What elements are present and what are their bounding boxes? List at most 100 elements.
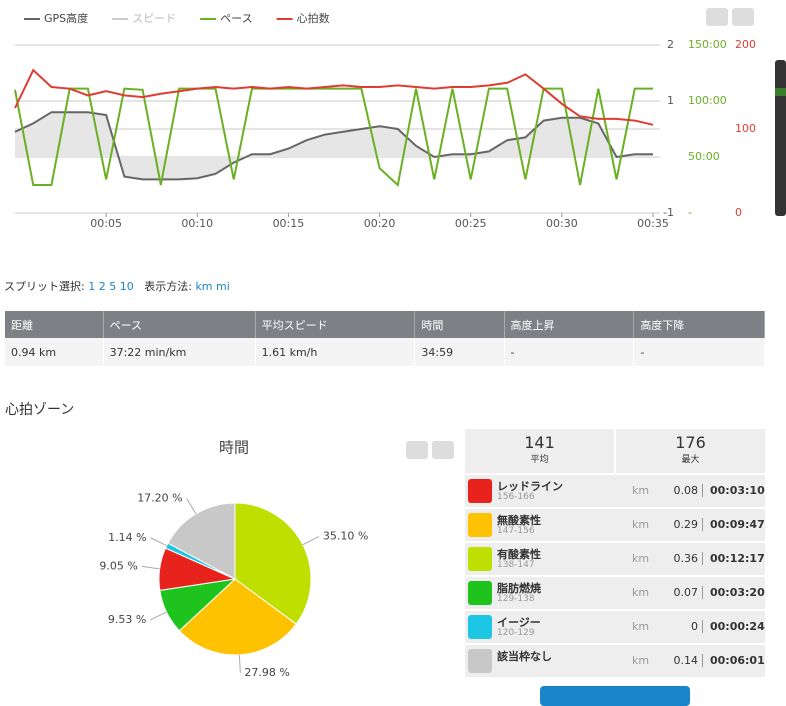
zone-time: 00:06:01 bbox=[710, 654, 765, 667]
split-option[interactable]: 1 bbox=[88, 280, 96, 293]
zone-name: 無酸素性 bbox=[497, 514, 541, 527]
zone-unit: km bbox=[632, 484, 650, 497]
leader-line bbox=[150, 537, 167, 547]
zone-separator bbox=[702, 484, 703, 497]
print-button[interactable] bbox=[406, 441, 428, 459]
y-tick-label: 50:00 bbox=[688, 150, 720, 163]
x-tick-label: 00:35 bbox=[637, 217, 669, 230]
header-cell: 高度上昇 bbox=[504, 311, 635, 338]
zone-row: イージー 120-129 km 0 00:00:24 bbox=[465, 611, 765, 643]
data-cell: 1.61 km/h bbox=[255, 338, 416, 366]
leader-line bbox=[150, 611, 167, 621]
y-tick-label: 2 bbox=[667, 38, 674, 51]
slice-label: 17.20 % bbox=[137, 491, 182, 504]
zone-separator bbox=[702, 518, 703, 531]
zone-separator bbox=[702, 552, 703, 565]
legend-entry[interactable]: 心拍数 bbox=[297, 11, 330, 25]
y-tick-label: 100:00 bbox=[688, 94, 727, 107]
slice-label: 27.98 % bbox=[244, 666, 289, 679]
legend-entry[interactable]: ペース bbox=[220, 12, 252, 25]
data-row: 0.94 km 37:22 min/km 1.61 km/h 34:59- - bbox=[5, 338, 765, 366]
download-button[interactable] bbox=[732, 8, 754, 26]
action-button[interactable] bbox=[540, 686, 690, 706]
zone-name: 脂肪燃焼 bbox=[497, 582, 541, 595]
pie-slice bbox=[234, 502, 312, 625]
unit-label: 表示方法: bbox=[144, 280, 192, 293]
slice-label: 35.10 % bbox=[323, 530, 368, 543]
x-tick-label: 00:10 bbox=[181, 217, 213, 230]
y-tick-label: - bbox=[688, 206, 692, 219]
line bbox=[14, 87, 653, 187]
split-label: スプリット選択: bbox=[4, 280, 85, 293]
zone-swatch bbox=[468, 547, 492, 571]
x-tick-label: 00:30 bbox=[546, 217, 578, 230]
header-cell: 時間 bbox=[414, 311, 505, 338]
y-tick-label: 150:00 bbox=[688, 38, 727, 51]
pie-chart: 時間 35.10 % 27.98 % 9.53 % 9.05 % 1.14 % 17.20… bbox=[99, 439, 454, 679]
slice-label: 1.14 % bbox=[108, 531, 146, 544]
pie-title: 時間 bbox=[219, 439, 249, 457]
zone-swatch bbox=[468, 581, 492, 605]
data-cell: - bbox=[504, 338, 635, 366]
zone-row: 有酸素性 138-147 km 0.36 00:12:17 bbox=[465, 543, 765, 575]
zone-unit: km bbox=[632, 518, 650, 531]
leader-line bbox=[186, 498, 197, 515]
activity-chart: -1 1 2 - 50:00 100:00 150:00 0 100 200 00:05 00:10 0… bbox=[14, 8, 786, 230]
zone-distance: 0.29 bbox=[673, 518, 699, 531]
section-title: 心拍ゾーン bbox=[5, 402, 75, 418]
header-cell: 高度下降 bbox=[633, 311, 765, 338]
header-cell: 平均スピード bbox=[255, 311, 416, 338]
split-option[interactable]: 5 bbox=[109, 280, 117, 293]
zone-name: レッドライン bbox=[497, 480, 563, 493]
legend-entry[interactable]: スピード bbox=[132, 12, 176, 25]
y-tick-label: 1 bbox=[667, 94, 674, 107]
zone-time: 00:03:20 bbox=[710, 586, 765, 599]
split-option[interactable]: 10 bbox=[119, 280, 134, 293]
zone-row: 無酸素性 147-156 km 0.29 00:09:47 bbox=[465, 509, 765, 541]
zone-row: 該当枠なし km 0.14 00:06:01 bbox=[465, 645, 765, 677]
y-tick-label: 0 bbox=[735, 206, 742, 219]
zone-unit: km bbox=[632, 620, 650, 633]
zone-swatch bbox=[468, 649, 492, 673]
unit-option[interactable]: km bbox=[195, 280, 213, 293]
leader-line bbox=[238, 654, 241, 673]
zone-range: 138-147 bbox=[497, 560, 535, 570]
zone-unit: km bbox=[632, 552, 650, 565]
line bbox=[14, 111, 653, 181]
x-tick-label: 00:25 bbox=[455, 217, 487, 230]
zone-distance: 0 bbox=[691, 620, 698, 633]
y-tick-label: 200 bbox=[735, 38, 756, 51]
zone-swatch bbox=[468, 513, 492, 537]
pie-slice bbox=[178, 578, 297, 656]
split-option[interactable]: 2 bbox=[98, 280, 106, 293]
zone-distance: 0.08 bbox=[673, 484, 699, 497]
zone-unit: km bbox=[632, 654, 650, 667]
zone-distance: 0.36 bbox=[673, 552, 699, 565]
zone-name: 該当枠なし bbox=[497, 650, 552, 663]
side-panel bbox=[775, 60, 786, 216]
data-cell: 0.94 km bbox=[5, 338, 104, 366]
max-box: 176 最大 bbox=[616, 429, 765, 473]
zone-time: 00:00:24 bbox=[710, 620, 765, 633]
area bbox=[15, 112, 653, 180]
unit-option[interactable]: mi bbox=[216, 280, 230, 293]
split-options: 1 2 5 10 bbox=[88, 280, 137, 293]
zone-swatch bbox=[468, 479, 492, 503]
zone-separator bbox=[702, 586, 703, 599]
print-button[interactable] bbox=[706, 8, 728, 26]
legend-entry[interactable]: GPS高度 bbox=[44, 11, 88, 25]
leader-line bbox=[141, 565, 160, 570]
summary-table: 距離 ペース 平均スピード 時間 高度上昇 高度下降 0.94 km 37:22 min/km… bbox=[5, 311, 765, 366]
data-cell: 37:22 min/km bbox=[103, 338, 256, 366]
zone-range: 147-156 bbox=[497, 526, 535, 536]
zone-range: 129-138 bbox=[497, 594, 535, 604]
average-label: 平均 bbox=[530, 455, 549, 465]
zone-distance: 0.07 bbox=[673, 586, 699, 599]
zone-time: 00:12:17 bbox=[710, 552, 765, 565]
download-button[interactable] bbox=[432, 441, 454, 459]
split-bar: スプリット選択: 1 2 5 10 表示方法: km mi bbox=[4, 278, 230, 294]
data-cell: 34:59 bbox=[414, 338, 505, 366]
max-value: 176 bbox=[675, 433, 706, 452]
zone-unit: km bbox=[632, 586, 650, 599]
